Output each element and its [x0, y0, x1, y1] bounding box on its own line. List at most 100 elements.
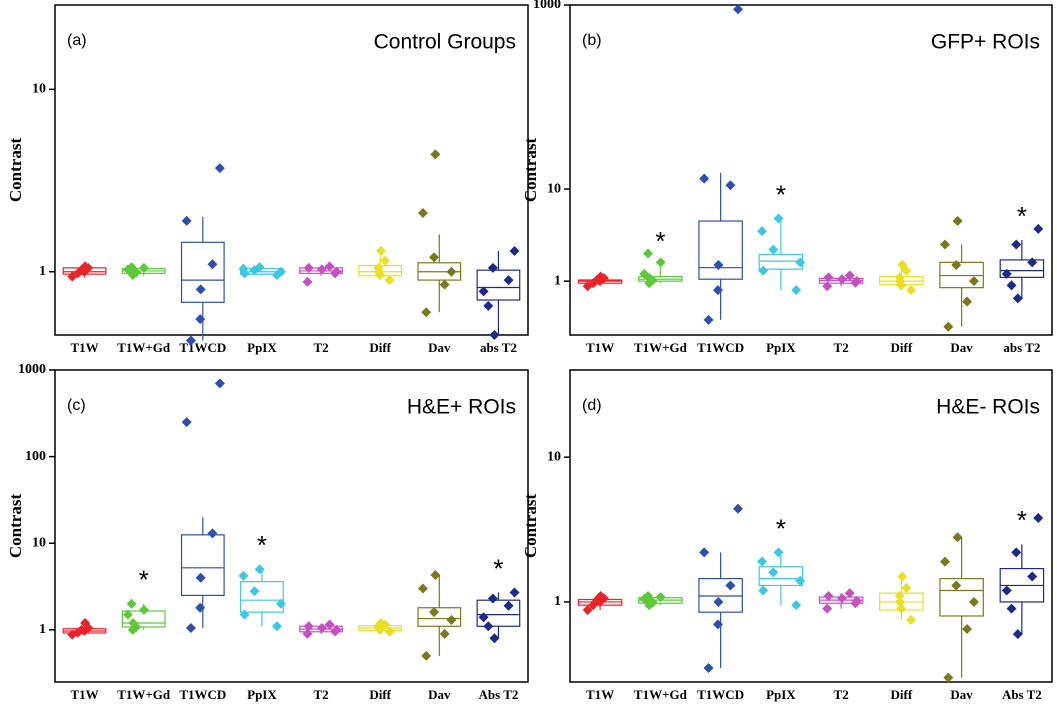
- significance-marker: *: [257, 530, 267, 560]
- data-point: [837, 274, 848, 285]
- y-axis-label: Contrast: [521, 494, 540, 559]
- data-point: [430, 569, 441, 580]
- data-point: [238, 263, 249, 274]
- data-point: [733, 503, 744, 514]
- data-point: [897, 259, 908, 270]
- data-point: [421, 650, 432, 661]
- data-point: [509, 587, 520, 598]
- x-tick-label: Dav: [428, 687, 451, 702]
- data-point: [80, 261, 91, 272]
- data-point: [384, 275, 395, 286]
- box: [758, 566, 804, 587]
- data-point: [851, 276, 862, 287]
- data-point: [851, 595, 862, 606]
- x-tick-label: T1W: [70, 687, 98, 702]
- data-point: [509, 245, 520, 256]
- x-tick-label: Diff: [369, 687, 391, 702]
- data-point: [905, 285, 916, 296]
- data-point: [1033, 513, 1044, 524]
- data-point: [446, 614, 457, 625]
- x-tick-label: T1W+Gd: [634, 340, 688, 355]
- y-axis-label: Contrast: [521, 138, 540, 203]
- data-point: [939, 556, 950, 567]
- data-point: [795, 575, 806, 586]
- plot-frame: [569, 4, 1053, 336]
- y-axis-label: Contrast: [6, 494, 25, 559]
- data-point: [1011, 547, 1022, 558]
- x-tick-label: T1W: [586, 687, 614, 702]
- data-point: [195, 314, 206, 325]
- x-tick-label: abs T2: [1003, 340, 1040, 355]
- plot-frame: [54, 369, 529, 683]
- data-point: [655, 257, 666, 268]
- x-tick-label: PpIX: [247, 687, 277, 702]
- data-point: [894, 590, 905, 601]
- data-point: [712, 285, 723, 296]
- data-point: [768, 567, 779, 578]
- y-tick-label: 1: [554, 273, 561, 288]
- data-point: [1012, 629, 1023, 640]
- data-point: [239, 609, 250, 620]
- panel-title: H&E+ ROIs: [407, 396, 516, 419]
- y-tick-label: 1: [554, 594, 561, 609]
- data-point: [791, 600, 802, 611]
- data-point: [331, 624, 342, 635]
- data-point: [254, 564, 265, 575]
- y-tick-label: 100: [25, 449, 46, 464]
- x-tick-label: Abs T2: [479, 687, 519, 702]
- data-point: [316, 623, 327, 634]
- x-tick-label: Dav: [950, 340, 973, 355]
- data-point: [822, 603, 833, 614]
- data-point: [380, 255, 391, 266]
- panel-label: (a): [67, 32, 87, 49]
- data-point: [962, 624, 973, 635]
- panel-title: H&E- ROIs: [936, 396, 1040, 419]
- data-point: [214, 378, 225, 389]
- data-point: [478, 286, 489, 297]
- data-point: [76, 624, 87, 635]
- box: [417, 607, 462, 627]
- data-point: [446, 266, 457, 277]
- data-point: [1006, 603, 1017, 614]
- x-tick-label: T2: [834, 340, 849, 355]
- significance-marker: *: [139, 565, 149, 595]
- y-tick-label: 10: [32, 535, 46, 550]
- box: [698, 220, 743, 280]
- data-point: [324, 619, 335, 630]
- data-point: [503, 275, 514, 286]
- x-tick-label: Dav: [950, 687, 973, 702]
- data-point: [384, 626, 395, 637]
- data-point: [303, 621, 314, 632]
- data-point: [80, 617, 91, 628]
- data-point: [952, 216, 963, 227]
- plot-frame: [569, 369, 1053, 683]
- data-point: [713, 259, 724, 270]
- data-point: [757, 556, 768, 567]
- data-point: [968, 276, 979, 287]
- data-point: [376, 245, 387, 256]
- x-tick-label: PpIX: [766, 340, 796, 355]
- data-point: [503, 600, 514, 611]
- data-point: [487, 262, 498, 273]
- data-point: [823, 272, 834, 283]
- data-point: [128, 617, 139, 628]
- y-tick-label: 1000: [533, 0, 561, 12]
- data-point: [655, 592, 666, 603]
- significance-marker: *: [1017, 505, 1027, 535]
- data-point: [795, 257, 806, 268]
- data-point: [725, 580, 736, 591]
- x-tick-label: PpIX: [766, 687, 796, 702]
- panel-title: GFP+ ROIs: [931, 31, 1040, 54]
- data-point: [939, 239, 950, 250]
- data-point: [489, 633, 500, 644]
- data-point: [126, 262, 137, 273]
- x-tick-label: abs T2: [480, 340, 517, 355]
- data-point: [894, 272, 905, 283]
- box: [476, 269, 521, 301]
- data-point: [207, 528, 218, 539]
- data-point: [275, 266, 286, 277]
- data-point: [303, 262, 314, 273]
- data-point: [122, 609, 133, 620]
- data-point: [897, 571, 908, 582]
